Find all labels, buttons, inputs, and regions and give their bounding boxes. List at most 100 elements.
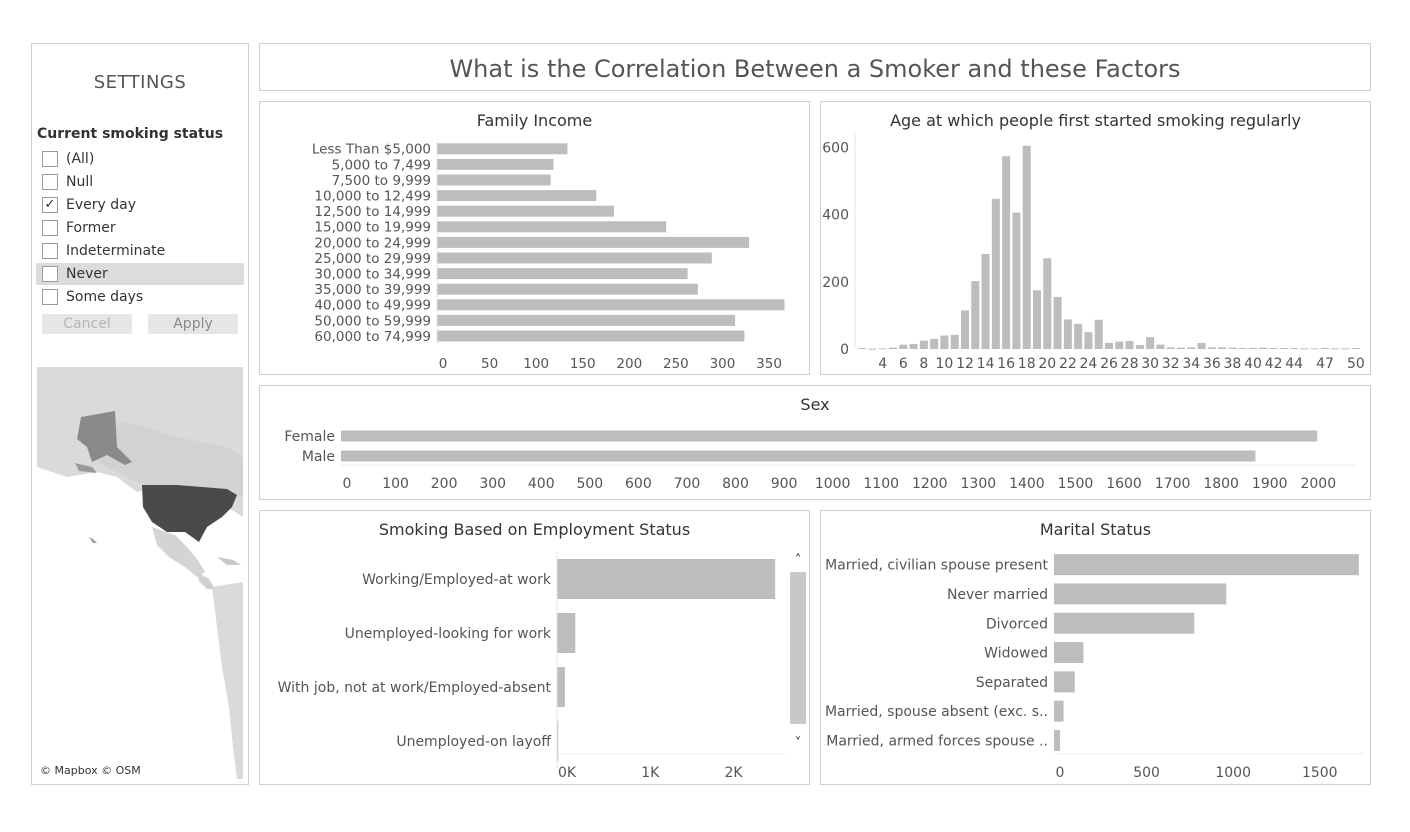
map[interactable]: © Mapbox © OSM (37, 367, 243, 779)
apply-button[interactable]: Apply (148, 314, 238, 334)
bar[interactable] (341, 430, 1318, 442)
bar[interactable] (1341, 348, 1350, 350)
scroll-up-button[interactable]: ˄ (788, 550, 808, 570)
bar[interactable] (1146, 337, 1155, 349)
bar[interactable] (1054, 700, 1064, 722)
bar[interactable] (1248, 347, 1258, 349)
bar[interactable] (1207, 347, 1216, 349)
bar[interactable] (437, 268, 688, 280)
bar[interactable] (437, 158, 554, 170)
bar[interactable] (1176, 347, 1186, 349)
bar[interactable] (1300, 348, 1309, 350)
bar[interactable] (1115, 341, 1124, 349)
bar[interactable] (878, 348, 887, 350)
scroll-thumb[interactable] (790, 572, 806, 724)
bar[interactable] (1054, 642, 1084, 664)
bar[interactable] (1104, 342, 1114, 349)
bar[interactable] (1054, 729, 1061, 751)
sex-panel: Sex Female Male 0 100 200 300 400 500 600 700 800 9… (259, 385, 1371, 500)
bar[interactable] (1135, 344, 1144, 349)
bar[interactable] (868, 348, 877, 350)
bar[interactable] (971, 281, 980, 349)
bar[interactable] (1054, 612, 1195, 634)
bar[interactable] (1043, 258, 1052, 349)
bar[interactable] (1279, 347, 1288, 349)
scroll-down-button[interactable]: ˅ (788, 735, 808, 755)
filter-label: Current smoking status (37, 126, 224, 142)
bar[interactable] (341, 450, 1256, 462)
bar[interactable] (1054, 671, 1075, 693)
bar[interactable] (437, 236, 750, 248)
bar[interactable] (1310, 348, 1319, 350)
bar[interactable] (1218, 347, 1227, 349)
bar[interactable] (1063, 319, 1072, 349)
bar[interactable] (1032, 290, 1042, 349)
bar[interactable] (1187, 347, 1196, 349)
bar[interactable] (1166, 347, 1175, 349)
bar[interactable] (437, 190, 597, 202)
filter-option[interactable]: Former (36, 217, 244, 239)
bar[interactable] (437, 283, 698, 295)
bar[interactable] (1074, 323, 1083, 349)
bar[interactable] (1002, 156, 1011, 349)
employment-scrollbar[interactable]: ˄ ˅ (788, 550, 808, 755)
bar[interactable] (1084, 332, 1093, 349)
bar[interactable] (919, 340, 928, 349)
bar[interactable] (991, 198, 1000, 349)
bar[interactable] (437, 252, 712, 264)
bar[interactable] (557, 559, 776, 599)
bar[interactable] (1259, 347, 1268, 349)
checkbox[interactable] (42, 174, 58, 190)
bar[interactable] (1197, 342, 1206, 349)
bar[interactable] (1054, 554, 1359, 576)
filter-option[interactable]: ✓ Every day (36, 194, 244, 216)
bar[interactable] (950, 334, 959, 349)
bar[interactable] (1238, 347, 1247, 349)
checkbox[interactable] (42, 289, 58, 305)
bar[interactable] (1351, 347, 1360, 349)
cancel-button[interactable]: Cancel (42, 314, 132, 334)
bar[interactable] (437, 143, 568, 155)
bar[interactable] (1022, 145, 1031, 349)
bar[interactable] (437, 314, 736, 326)
checkbox[interactable] (42, 243, 58, 259)
bar[interactable] (1290, 347, 1299, 349)
bar[interactable] (940, 335, 949, 349)
bar[interactable] (557, 613, 576, 653)
checkbox[interactable] (42, 220, 58, 236)
bar[interactable] (437, 330, 745, 342)
bar[interactable] (437, 299, 785, 311)
bar[interactable] (437, 205, 614, 217)
bar[interactable] (1053, 296, 1062, 349)
bar[interactable] (1331, 348, 1340, 350)
bar[interactable] (1125, 340, 1134, 349)
checkbox[interactable] (42, 266, 58, 282)
bar[interactable] (1094, 319, 1103, 349)
checkbox[interactable] (42, 151, 58, 167)
filter-option[interactable]: Never (36, 263, 244, 285)
bar[interactable] (1228, 347, 1237, 349)
bar[interactable] (1269, 347, 1278, 349)
bar[interactable] (888, 347, 898, 349)
bar[interactable] (1320, 347, 1330, 349)
bar[interactable] (437, 221, 667, 233)
filter-option[interactable]: (All) (36, 148, 244, 170)
filter-option[interactable]: Null (36, 171, 244, 193)
bar[interactable] (437, 174, 551, 186)
bar[interactable] (899, 344, 908, 349)
map-attribution[interactable]: © Mapbox © OSM (40, 764, 141, 777)
bar[interactable] (858, 347, 867, 349)
checkbox[interactable]: ✓ (42, 197, 58, 213)
bar[interactable] (960, 310, 970, 349)
bar[interactable] (909, 343, 918, 349)
map-svg[interactable] (37, 367, 243, 779)
filter-option[interactable]: Indeterminate (36, 240, 244, 262)
bar[interactable] (1012, 212, 1021, 349)
bar[interactable] (981, 253, 990, 349)
bar[interactable] (1054, 583, 1227, 605)
bar[interactable] (1156, 344, 1165, 349)
bar[interactable] (557, 721, 559, 761)
bar[interactable] (557, 667, 565, 707)
bar[interactable] (930, 338, 939, 349)
filter-option[interactable]: Some days (36, 286, 244, 308)
